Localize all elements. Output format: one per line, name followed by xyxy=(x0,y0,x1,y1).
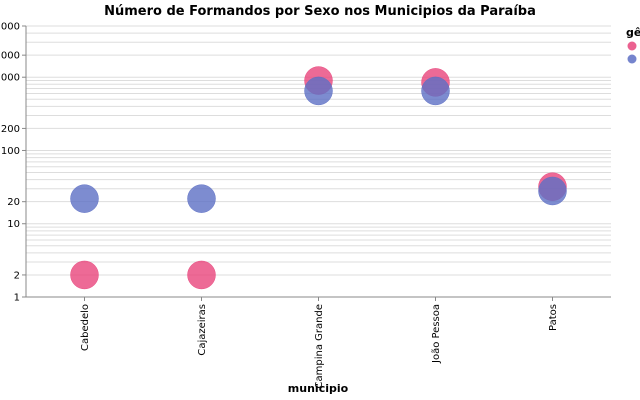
y-tick-label: 20 xyxy=(7,197,20,208)
data-point xyxy=(187,184,216,213)
x-axis: Cabedelo Cajazeiras Campina Grande João Pes… xyxy=(26,296,611,388)
chart-title: Número de Formandos por Sexo nos Municip… xyxy=(104,4,536,19)
y-tick-label: 10 xyxy=(7,219,20,230)
x-tick-label: Campina Grande xyxy=(314,304,325,388)
legend-symbol xyxy=(627,41,637,51)
data-point xyxy=(70,184,99,213)
data-point xyxy=(70,260,99,290)
legend-symbol xyxy=(627,54,637,64)
y-tick-label: 1,000 xyxy=(0,73,20,84)
data-point xyxy=(187,260,216,290)
x-axis-title: municipio xyxy=(288,382,349,395)
y-tick-label: 1 xyxy=(14,293,20,304)
legend: gê xyxy=(626,26,640,64)
y-tick-label: 2,000 xyxy=(0,51,20,62)
y-tick-label: 2 xyxy=(14,270,20,281)
y-tick-label: 100 xyxy=(1,146,20,157)
x-tick-label: Cajazeiras xyxy=(197,304,208,356)
y-axis: 1 2 10 20 100 200 1,000 2,000 5,000 xyxy=(0,22,27,304)
data-point xyxy=(421,76,450,106)
x-tick-label: Patos xyxy=(548,304,559,331)
x-tick-label: João Pessoa xyxy=(431,304,442,364)
legend-title: gê xyxy=(626,26,640,39)
data-point xyxy=(304,76,333,106)
data-point xyxy=(538,176,567,206)
data-points xyxy=(70,66,567,290)
y-tick-label: 5,000 xyxy=(0,22,20,33)
y-tick-label: 200 xyxy=(1,124,20,135)
x-tick-label: Cabedelo xyxy=(80,304,91,351)
